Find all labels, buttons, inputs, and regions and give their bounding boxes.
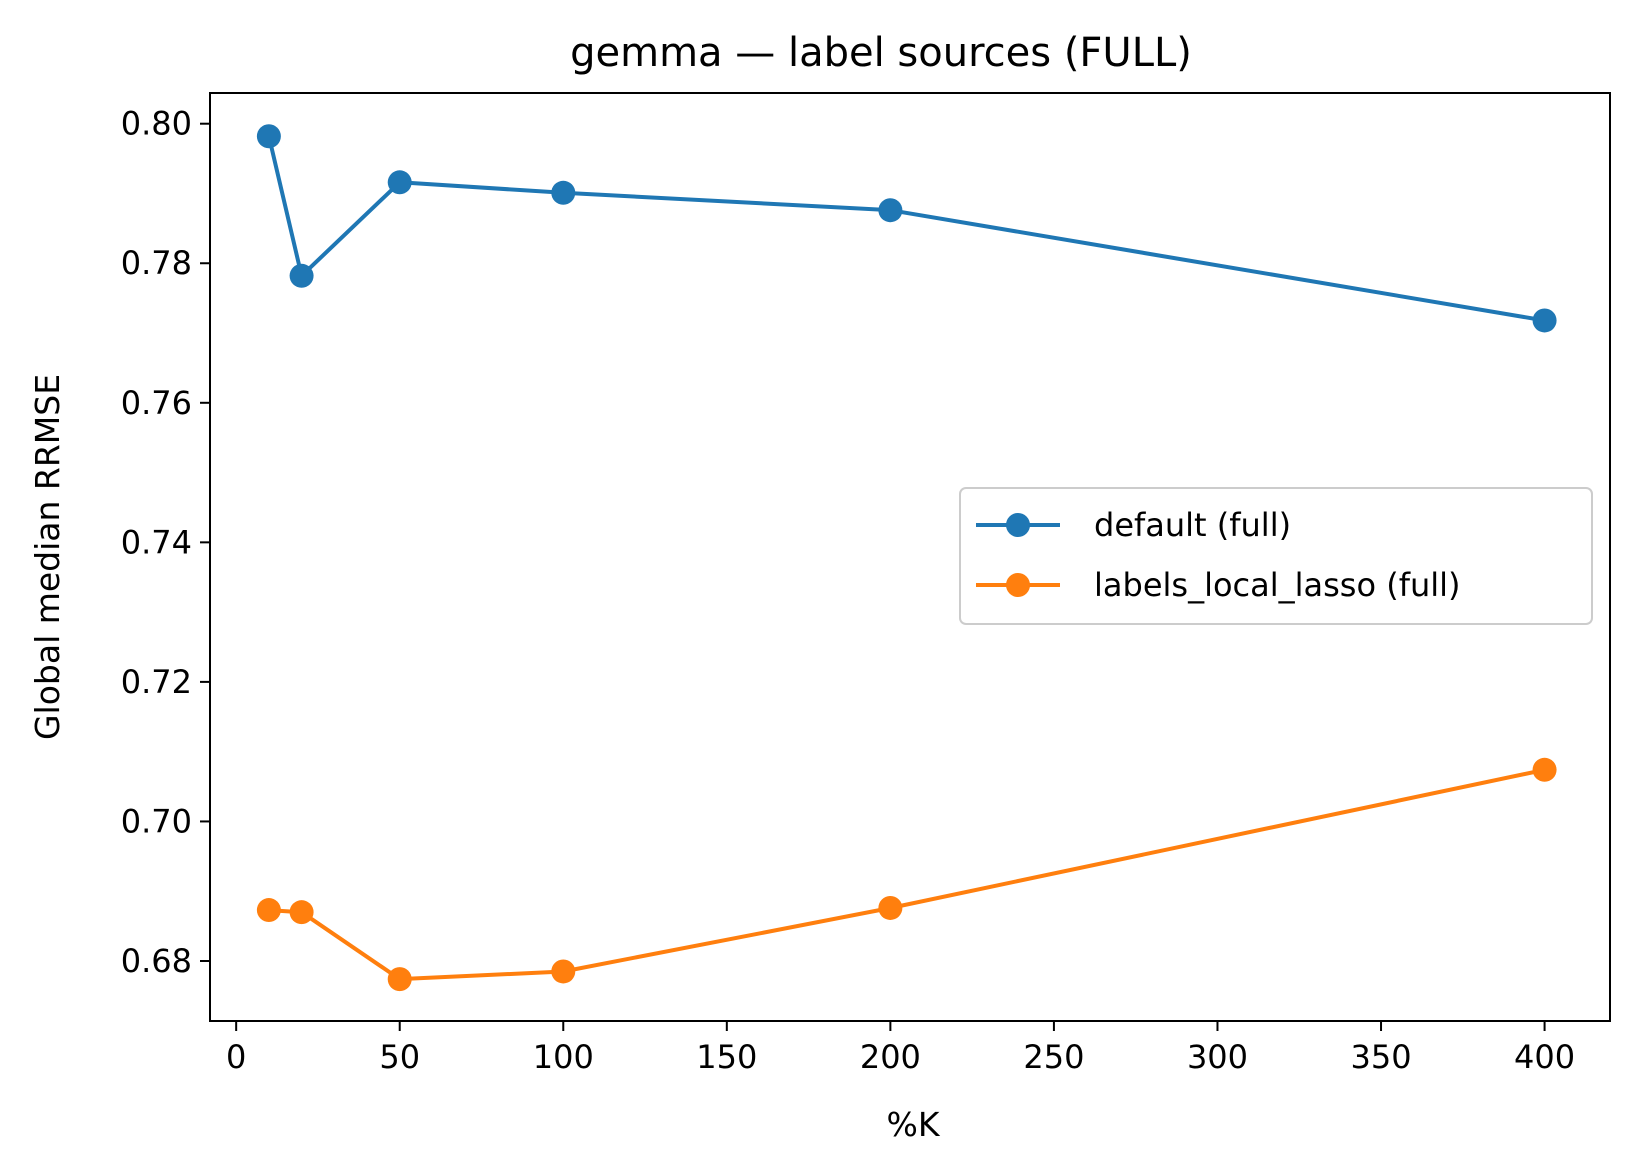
y-axis: 0.68 0.70 0.72 0.74 0.76 0.78 0.80 (121, 105, 210, 980)
data-point (551, 959, 576, 984)
data-point (1532, 757, 1557, 782)
y-tick-label: 0.76 (121, 384, 192, 422)
data-point (1532, 308, 1557, 333)
x-tick-label: 0 (226, 1038, 246, 1076)
data-point (256, 898, 281, 923)
x-axis-label: %K (887, 1105, 941, 1144)
series-layer (256, 124, 1557, 992)
series-line (268, 767, 1546, 982)
series-2 (256, 757, 1557, 992)
data-point (387, 967, 412, 992)
data-point (878, 198, 903, 223)
y-axis-label: Global median RRMSE (28, 374, 67, 740)
legend-frame (959, 487, 1593, 625)
y-tick-label: 0.68 (121, 942, 192, 980)
legend-label: labels_local_lasso (full) (1094, 566, 1461, 604)
legend-marker (1006, 573, 1030, 597)
y-tick-label: 0.70 (121, 802, 192, 840)
x-tick-label: 150 (696, 1038, 757, 1076)
legend-item: default (full) (976, 506, 1291, 544)
series-1 (256, 124, 1557, 333)
x-tick-label: 100 (533, 1038, 594, 1076)
legend-label: default (full) (1094, 506, 1291, 544)
data-point (289, 900, 314, 925)
data-point (256, 124, 281, 149)
data-point (551, 180, 576, 205)
legend-marker (1006, 513, 1030, 537)
x-tick-label: 200 (860, 1038, 921, 1076)
plot-frame (209, 92, 1611, 1022)
y-tick-label: 0.72 (121, 663, 192, 701)
legend: default (full) labels_local_lasso (full) (959, 487, 1593, 625)
data-point (878, 895, 903, 920)
x-axis: 0 50 100 150 200 250 300 350 400 (226, 1021, 1575, 1076)
data-point (289, 263, 314, 288)
plot-area (209, 92, 1611, 1022)
x-tick-label: 350 (1350, 1038, 1411, 1076)
data-point (387, 170, 412, 195)
series-line (266, 135, 1545, 323)
y-tick-label: 0.80 (121, 105, 192, 143)
chart-title: gemma — label sources (FULL) (570, 30, 1192, 76)
x-tick-label: 50 (379, 1038, 420, 1076)
x-tick-label: 400 (1514, 1038, 1575, 1076)
legend-item: labels_local_lasso (full) (976, 566, 1461, 604)
y-tick-label: 0.78 (121, 244, 192, 282)
x-tick-label: 300 (1187, 1038, 1248, 1076)
y-tick-label: 0.74 (121, 523, 192, 561)
x-tick-label: 250 (1023, 1038, 1084, 1076)
